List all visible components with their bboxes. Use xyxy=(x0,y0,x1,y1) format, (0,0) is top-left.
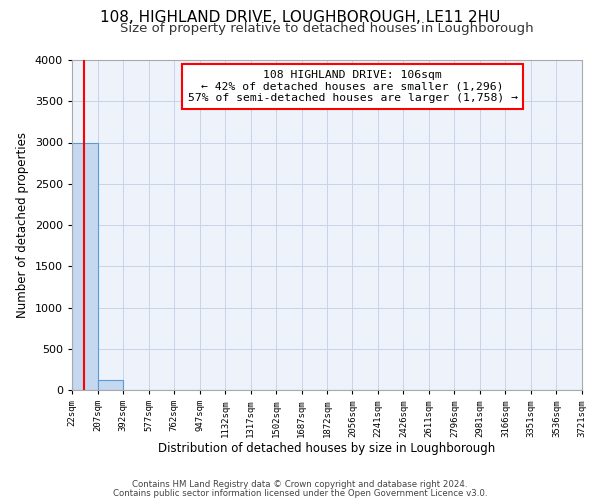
Text: Contains HM Land Registry data © Crown copyright and database right 2024.: Contains HM Land Registry data © Crown c… xyxy=(132,480,468,489)
Text: Contains public sector information licensed under the Open Government Licence v3: Contains public sector information licen… xyxy=(113,489,487,498)
Title: Size of property relative to detached houses in Loughborough: Size of property relative to detached ho… xyxy=(120,22,534,35)
Text: 108 HIGHLAND DRIVE: 106sqm
← 42% of detached houses are smaller (1,296)
57% of s: 108 HIGHLAND DRIVE: 106sqm ← 42% of deta… xyxy=(187,70,517,103)
Text: 108, HIGHLAND DRIVE, LOUGHBOROUGH, LE11 2HU: 108, HIGHLAND DRIVE, LOUGHBOROUGH, LE11 … xyxy=(100,10,500,25)
Bar xyxy=(98,380,123,390)
X-axis label: Distribution of detached houses by size in Loughborough: Distribution of detached houses by size … xyxy=(158,442,496,455)
Y-axis label: Number of detached properties: Number of detached properties xyxy=(16,132,29,318)
Bar xyxy=(72,142,98,390)
